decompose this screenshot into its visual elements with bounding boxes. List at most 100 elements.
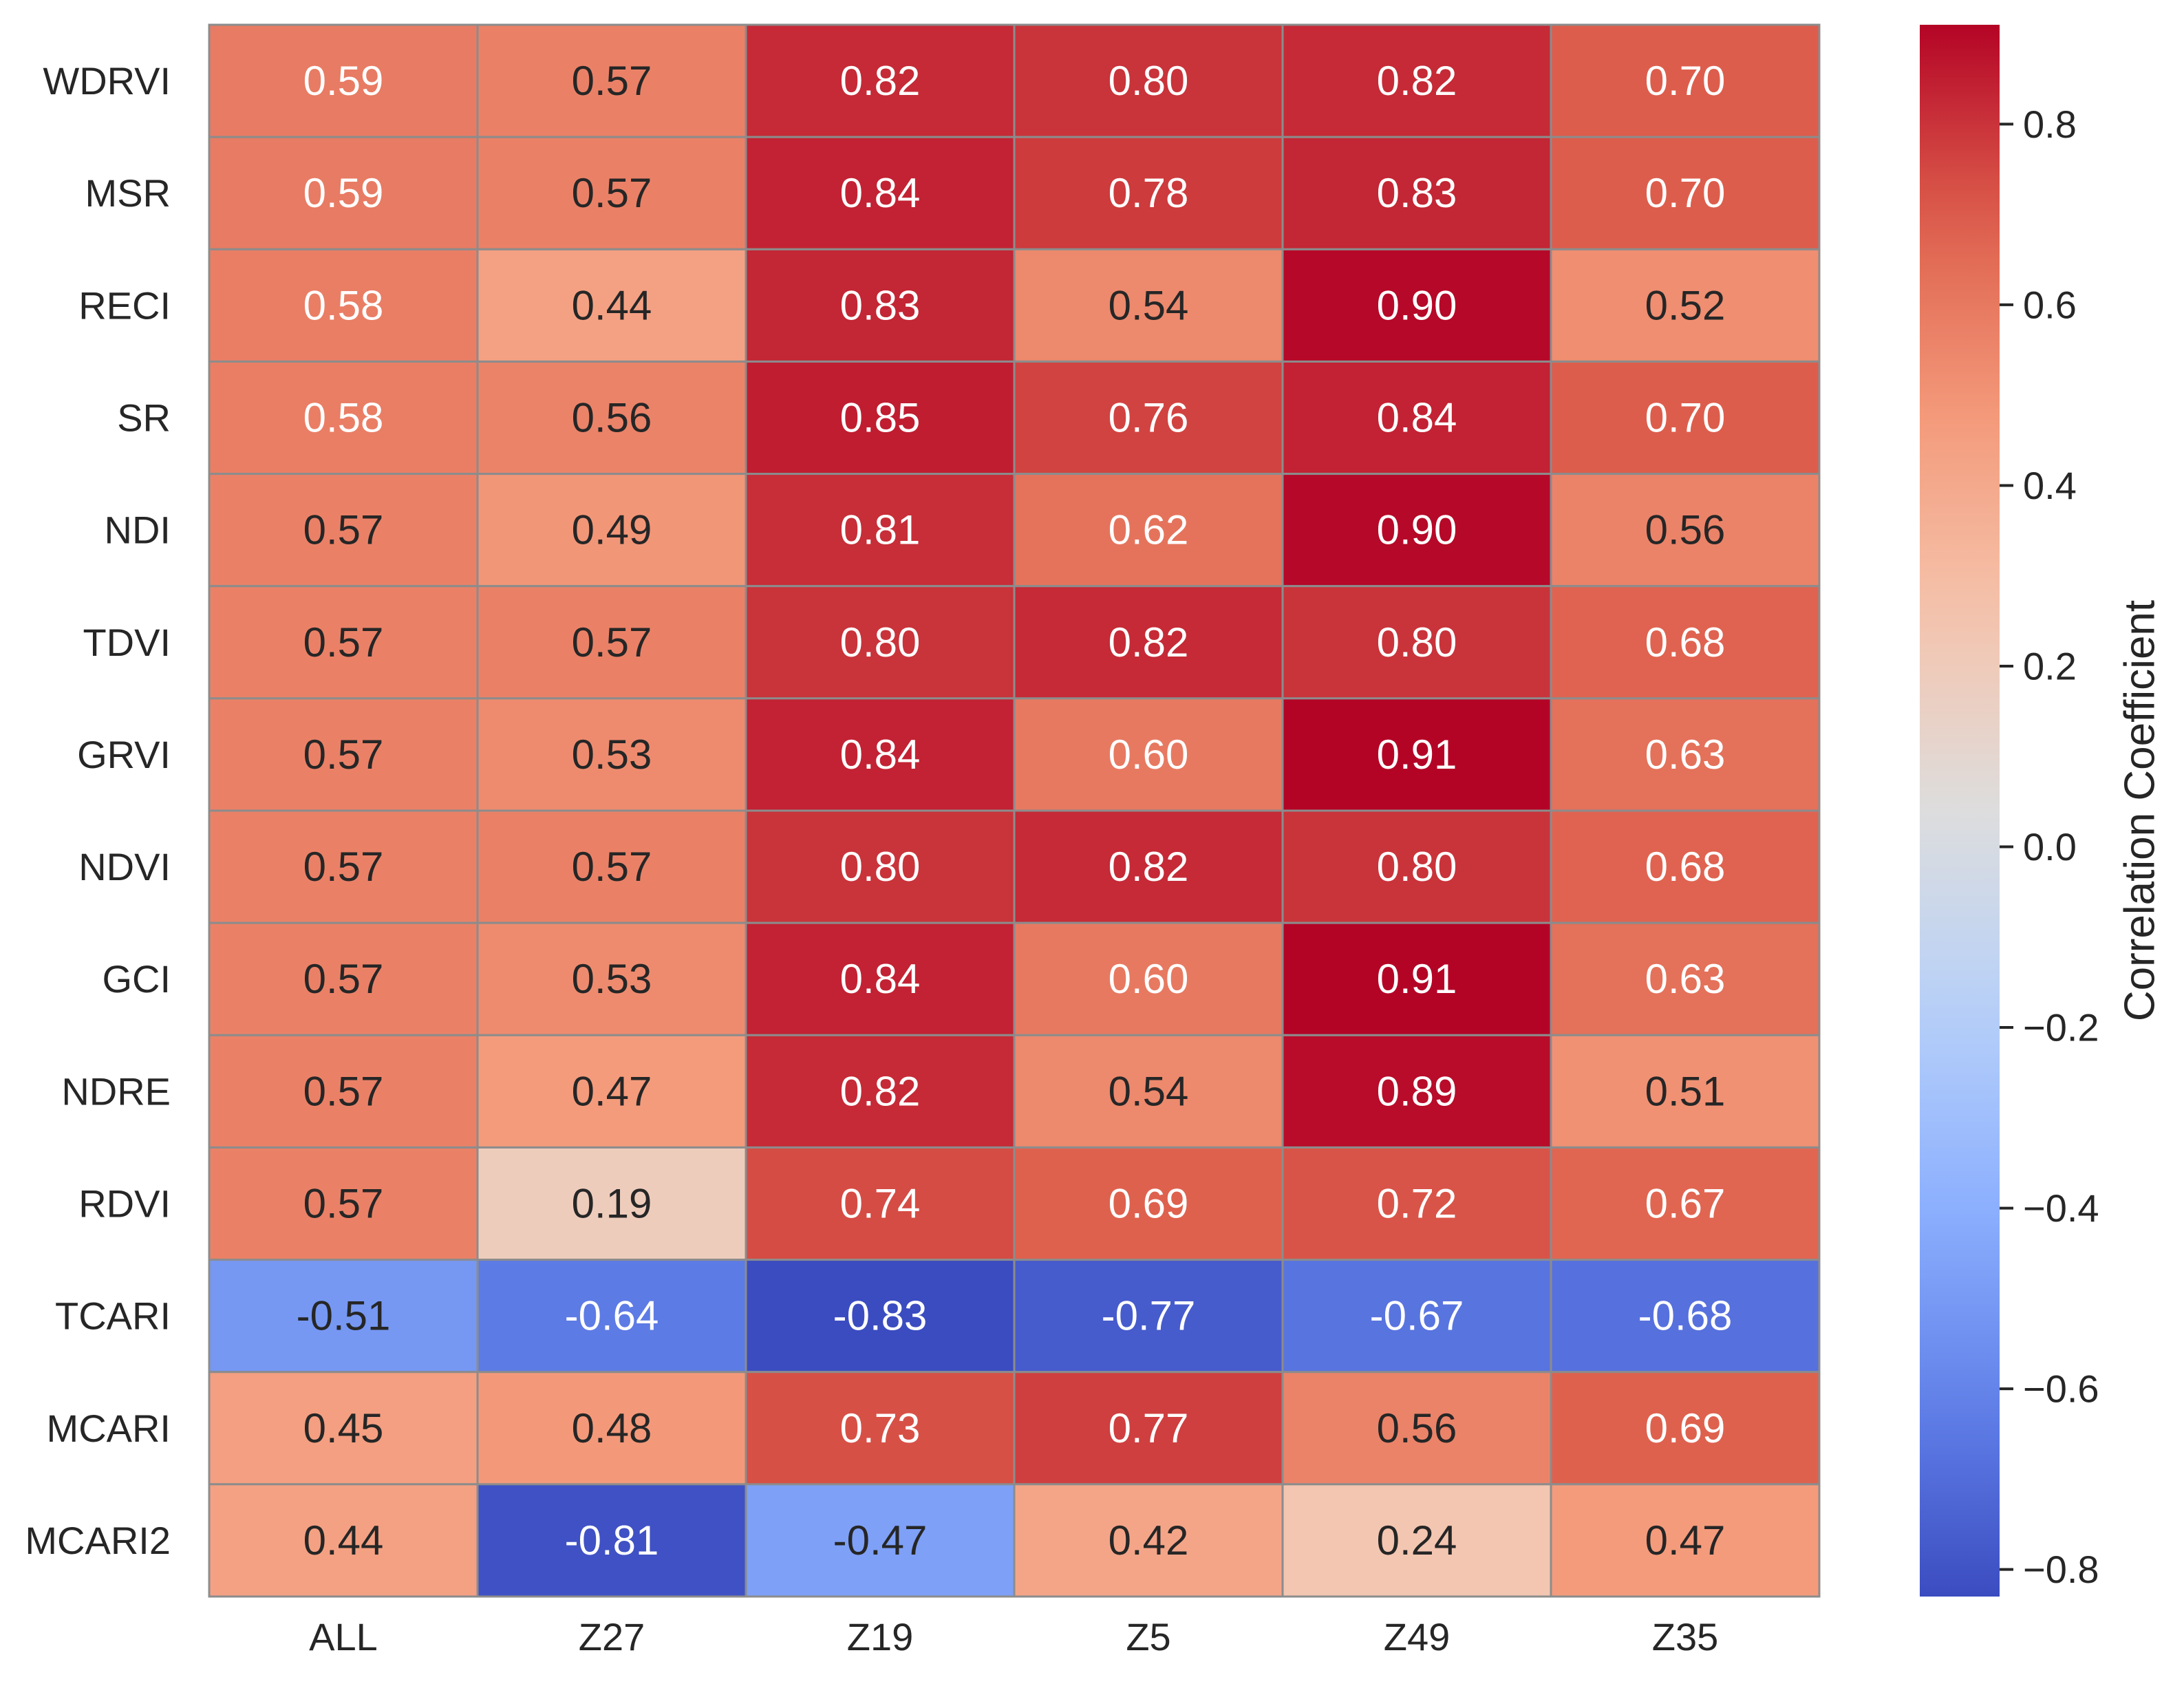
cell-value: 0.57 bbox=[303, 1068, 384, 1114]
cell-value: 0.80 bbox=[840, 844, 921, 890]
cell-value: 0.82 bbox=[840, 58, 921, 104]
heatmap-cell-tcari-z19 bbox=[745, 1259, 1016, 1374]
heatmap-cell-tcari-all bbox=[208, 1259, 479, 1374]
row-label-tdvi: TDVI bbox=[83, 621, 171, 664]
cell-value: 0.47 bbox=[572, 1068, 652, 1114]
heatmap-cell-gci-z27 bbox=[476, 921, 747, 1036]
cell-value: 0.82 bbox=[1377, 58, 1457, 104]
cell-value: 0.60 bbox=[1109, 956, 1189, 1002]
heatmap-cell-sr-z5 bbox=[1013, 360, 1284, 476]
colorbar-tick-label: −0.8 bbox=[2023, 1548, 2099, 1591]
cell-value: 0.74 bbox=[840, 1181, 921, 1227]
cell-value: 0.47 bbox=[1645, 1517, 1726, 1564]
cell-value: -0.68 bbox=[1638, 1293, 1733, 1339]
cell-value: 0.62 bbox=[1109, 507, 1189, 553]
heatmap-cell-reci-z49 bbox=[1281, 248, 1552, 363]
cell-value: 0.56 bbox=[572, 395, 652, 441]
column-label-z27: Z27 bbox=[579, 1615, 645, 1658]
row-label-reci: RECI bbox=[78, 284, 171, 327]
cell-value: 0.89 bbox=[1377, 1068, 1457, 1114]
column-label-z49: Z49 bbox=[1384, 1615, 1450, 1658]
cell-value: 0.52 bbox=[1645, 282, 1726, 328]
cell-value: 0.44 bbox=[303, 1517, 384, 1564]
heatmap-cell-wdrvi-z19 bbox=[745, 23, 1016, 138]
cell-value: 0.80 bbox=[1109, 58, 1189, 104]
heatmap-cell-sr-z27 bbox=[476, 360, 747, 476]
cell-value: 0.57 bbox=[572, 619, 652, 665]
heatmap-cell-wdrvi-z49 bbox=[1281, 23, 1552, 138]
cell-value: 0.58 bbox=[303, 395, 384, 441]
cell-value: 0.69 bbox=[1645, 1405, 1726, 1451]
heatmap-cells: 0.59 0.57 0.82 0.80 0.82 0.70 0.59 0.57 0.84 0.78… bbox=[208, 23, 1821, 1598]
colorbar-tick-label: 0.2 bbox=[2023, 644, 2077, 687]
cell-value: 0.70 bbox=[1645, 395, 1726, 441]
heatmap-cell-tdvi-z35 bbox=[1550, 585, 1821, 700]
cell-value: 0.90 bbox=[1377, 507, 1457, 553]
heatmap-cell-tdvi-z49 bbox=[1281, 585, 1552, 700]
heatmap-cell-gci-z35 bbox=[1550, 921, 1821, 1036]
heatmap-cell-wdrvi-z27 bbox=[476, 23, 747, 138]
cell-value: 0.63 bbox=[1645, 732, 1726, 778]
cell-value: 0.60 bbox=[1109, 732, 1189, 778]
cell-value: 0.90 bbox=[1377, 282, 1457, 328]
cell-value: 0.19 bbox=[572, 1181, 652, 1227]
cell-value: 0.85 bbox=[840, 395, 921, 441]
row-label-msr: MSR bbox=[85, 171, 171, 215]
heatmap-cell-ndvi-z5 bbox=[1013, 809, 1284, 924]
column-label-z35: Z35 bbox=[1652, 1615, 1719, 1658]
cell-value: 0.53 bbox=[572, 732, 652, 778]
row-label-ndre: NDRE bbox=[61, 1069, 171, 1113]
cell-value: 0.83 bbox=[840, 282, 921, 328]
cell-value: 0.57 bbox=[572, 58, 652, 104]
heatmap-cell-mcari-z35 bbox=[1550, 1371, 1821, 1486]
heatmap-cell-ndre-z49 bbox=[1281, 1034, 1552, 1149]
heatmap-cell-ndi-z35 bbox=[1550, 473, 1821, 588]
colorbar-tick-label: 0.0 bbox=[2023, 825, 2077, 868]
cell-value: 0.63 bbox=[1645, 956, 1726, 1002]
row-label-sr: SR bbox=[117, 396, 171, 440]
cell-value: 0.44 bbox=[572, 282, 652, 328]
row-label-rdvi: RDVI bbox=[78, 1182, 171, 1226]
cell-value: 0.53 bbox=[572, 956, 652, 1002]
cell-value: 0.57 bbox=[303, 732, 384, 778]
cell-value: 0.49 bbox=[572, 507, 652, 553]
cell-value: 0.82 bbox=[1109, 844, 1189, 890]
cell-value: 0.68 bbox=[1645, 619, 1726, 665]
row-labels: WDRVI MSR RECI SR NDI TDVI GRVI NDVI GCI NDRE RDVI… bbox=[25, 59, 171, 1562]
cell-value: 0.59 bbox=[303, 58, 384, 104]
colorbar-tick-label: 0.8 bbox=[2023, 103, 2077, 146]
cell-value: 0.82 bbox=[840, 1068, 921, 1114]
heatmap-cell-mcari2-z19 bbox=[745, 1483, 1016, 1598]
cell-value: 0.84 bbox=[840, 732, 921, 778]
cell-value: 0.69 bbox=[1109, 1181, 1189, 1227]
heatmap-cell-wdrvi-all bbox=[208, 23, 479, 138]
heatmap-cell-mcari-z27 bbox=[476, 1371, 747, 1486]
row-label-ndvi: NDVI bbox=[78, 845, 171, 888]
cell-value: 0.83 bbox=[1377, 170, 1457, 216]
heatmap-cell-tdvi-all bbox=[208, 585, 479, 700]
cell-value: 0.91 bbox=[1377, 956, 1457, 1002]
column-labels: ALL Z27 Z19 Z5 Z49 Z35 bbox=[309, 1615, 1718, 1658]
cell-value: 0.81 bbox=[840, 507, 921, 553]
colorbar-tick-label: −0.4 bbox=[2023, 1186, 2099, 1230]
cell-value: 0.57 bbox=[572, 170, 652, 216]
heatmap-cell-tcari-z27 bbox=[476, 1259, 747, 1374]
cell-value: 0.54 bbox=[1109, 1068, 1189, 1114]
cell-value: 0.45 bbox=[303, 1405, 384, 1451]
heatmap-cell-rdvi-all bbox=[208, 1146, 479, 1261]
heatmap-cell-grvi-z35 bbox=[1550, 697, 1821, 812]
heatmap-cell-mcari2-z49 bbox=[1281, 1483, 1552, 1598]
column-label-z19: Z19 bbox=[847, 1615, 914, 1658]
colorbar-gradient bbox=[1920, 25, 2000, 1597]
cell-value: 0.56 bbox=[1377, 1405, 1457, 1451]
row-label-grvi: GRVI bbox=[77, 733, 171, 776]
heatmap-cell-grvi-z27 bbox=[476, 697, 747, 812]
heatmap-cell-mcari2-z35 bbox=[1550, 1483, 1821, 1598]
row-label-ndi: NDI bbox=[105, 509, 171, 552]
heatmap-cell-rdvi-z5 bbox=[1013, 1146, 1284, 1261]
heatmap-cell-ndi-z49 bbox=[1281, 473, 1552, 588]
cell-value: 0.80 bbox=[1377, 619, 1457, 665]
cell-value: 0.77 bbox=[1109, 1405, 1189, 1451]
heatmap-cell-tcari-z35 bbox=[1550, 1259, 1821, 1374]
